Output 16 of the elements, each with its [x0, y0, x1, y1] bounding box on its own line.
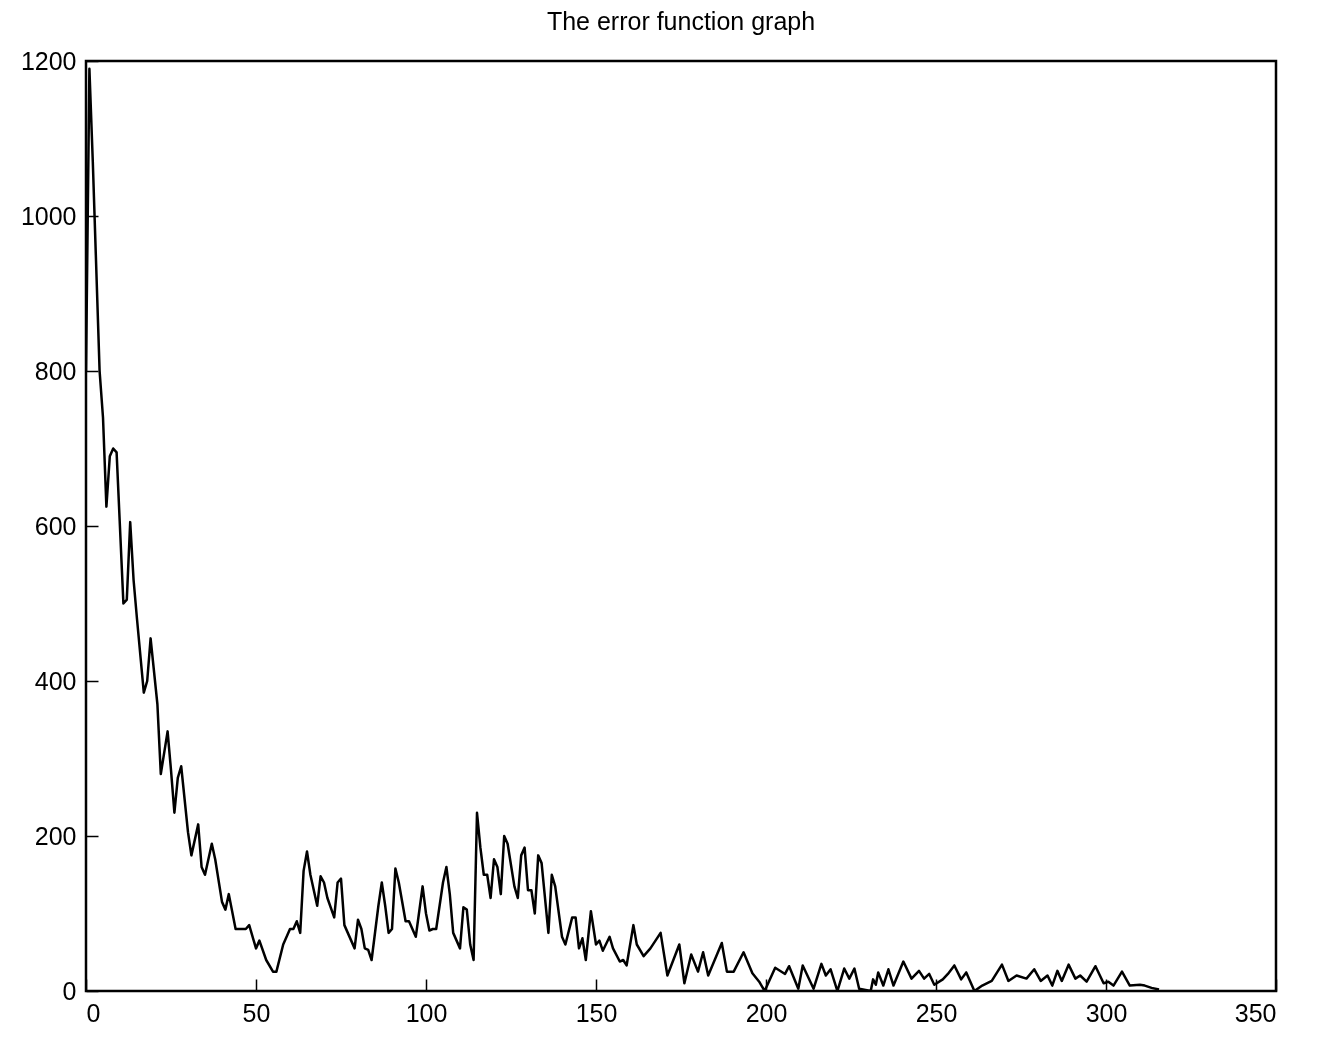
y-tick-label: 0	[62, 976, 77, 1005]
x-tick-label: 50	[242, 998, 271, 1027]
y-tick-label: 400	[34, 666, 77, 695]
y-tick-label: 800	[34, 356, 77, 385]
x-tick-label: 300	[1085, 998, 1128, 1027]
x-tick-label: 150	[575, 998, 618, 1027]
chart-title: The error function graph	[546, 7, 816, 35]
x-tick-label: 200	[745, 998, 788, 1027]
y-tick-label: 600	[34, 511, 77, 540]
y-tick-label: 1200	[20, 46, 77, 75]
x-tick-label: 100	[405, 998, 448, 1027]
y-tick-label: 1000	[20, 201, 77, 230]
x-tick-label: 0	[86, 998, 101, 1027]
x-tick-label: 350	[1234, 998, 1277, 1027]
x-tick-label: 250	[915, 998, 958, 1027]
y-tick-label: 200	[34, 821, 77, 850]
